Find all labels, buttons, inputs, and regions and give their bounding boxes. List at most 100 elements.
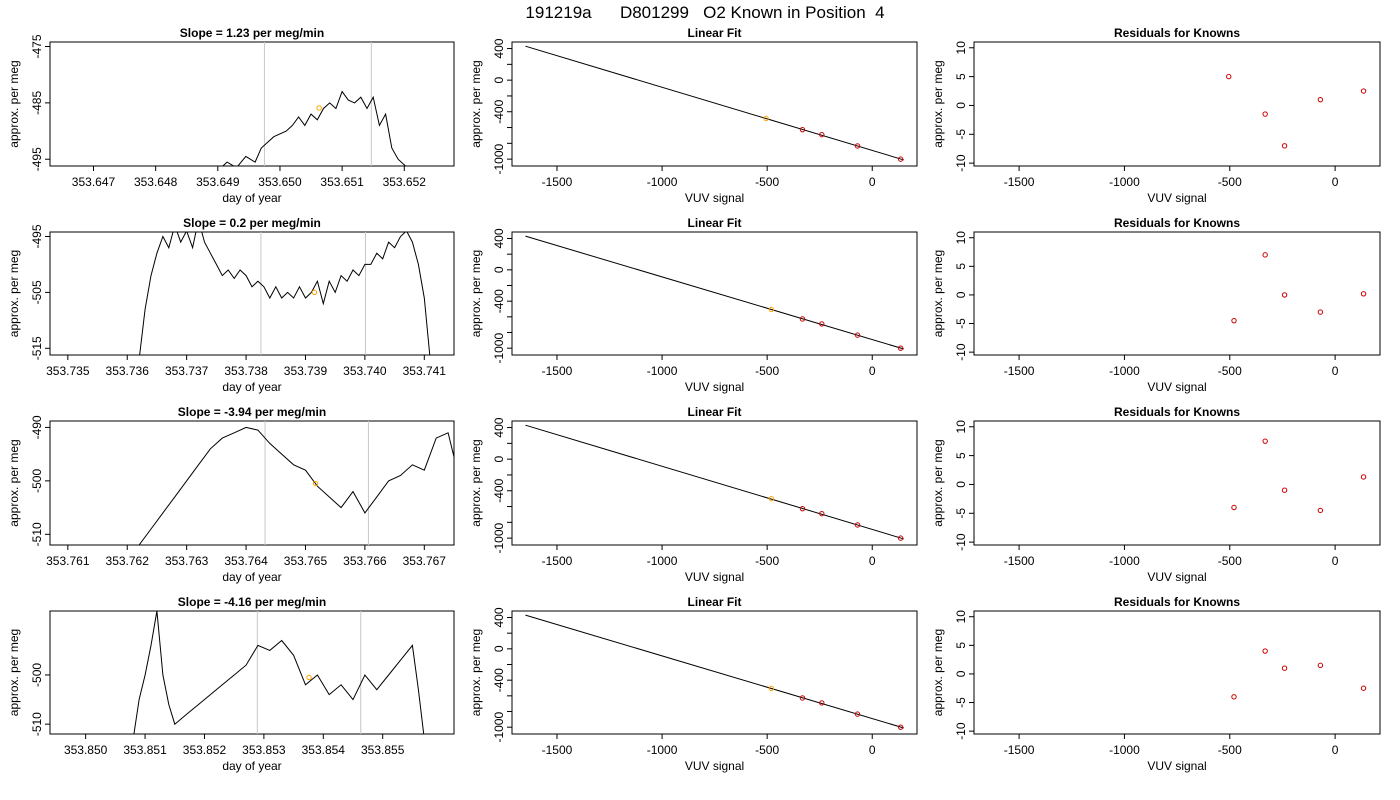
y-tick-label: 0	[954, 102, 968, 109]
y-tick-label: -10	[954, 722, 968, 740]
plot-frame	[973, 231, 1381, 356]
y-tick-label: 0	[492, 76, 506, 83]
x-tick-label: 353.651	[320, 175, 364, 189]
y-tick-label: -400	[492, 289, 506, 313]
chart-title: Residuals for Knowns	[1114, 216, 1240, 230]
data-point	[768, 306, 775, 313]
x-tick-label: 353.766	[343, 554, 387, 568]
x-tick-label: -1500	[1004, 743, 1035, 757]
x-tick-label: 353.767	[403, 554, 447, 568]
data-point	[1231, 694, 1237, 700]
y-tick-label: -1000	[492, 333, 506, 364]
y-tick-label: 5	[954, 73, 968, 80]
x-tick-label: 353.649	[196, 175, 240, 189]
x-tick-label: -500	[1218, 364, 1242, 378]
average-marker	[306, 674, 312, 681]
data-point	[768, 685, 775, 692]
chart-title: Slope = 0.2 per meg/min	[183, 216, 321, 230]
x-axis-label: VUV signal	[1147, 191, 1206, 205]
x-tick-label: 353.852	[183, 743, 227, 757]
data-point	[854, 711, 861, 717]
plot-frame	[973, 610, 1381, 735]
plot-area	[133, 611, 425, 734]
chart-title: Linear Fit	[687, 26, 741, 40]
series-line	[139, 232, 431, 355]
y-tick-label: 10	[954, 41, 968, 55]
x-tick-label: -500	[755, 554, 779, 568]
x-tick-label: 353.764	[224, 554, 268, 568]
plot-frame	[49, 610, 455, 735]
series-line	[133, 611, 425, 734]
x-axis-label: VUV signal	[685, 570, 744, 584]
plot-area	[1231, 648, 1367, 700]
data-point	[1262, 438, 1268, 444]
y-axis-label: approx. per meg	[931, 250, 945, 337]
y-tick-label: -1000	[492, 522, 506, 553]
x-tick-label: 353.650	[258, 175, 302, 189]
plot-frame	[973, 41, 1381, 167]
x-tick-label: -1500	[1004, 175, 1035, 189]
y-axis-label: approx. per meg	[469, 439, 483, 526]
data-point	[1317, 662, 1324, 669]
data-point	[897, 535, 904, 541]
y-tick-label: -475	[30, 34, 44, 58]
fit-line	[525, 614, 904, 729]
y-axis-label: approx. per meg	[931, 439, 945, 526]
data-point	[854, 522, 861, 528]
x-tick-label: -1000	[647, 554, 678, 568]
plot-frame	[49, 41, 455, 167]
x-tick-label: 0	[869, 175, 876, 189]
data-point	[819, 700, 825, 706]
y-tick-label: -505	[30, 280, 44, 304]
chart-title: Slope = -3.94 per meg/min	[178, 405, 326, 419]
y-tick-label: 5	[954, 642, 968, 649]
plot-area	[139, 232, 431, 355]
y-axis-label: approx. per meg	[469, 250, 483, 337]
average-marker	[316, 105, 322, 111]
plot-area	[222, 42, 407, 166]
x-tick-label: -1500	[542, 554, 573, 568]
chart-title: Slope = 1.23 per meg/min	[180, 26, 324, 40]
plot-area	[1231, 438, 1367, 514]
plot-area	[525, 424, 904, 541]
x-axis-label: VUV signal	[1147, 380, 1206, 394]
x-tick-label: -1500	[542, 364, 573, 378]
data-point	[1281, 292, 1288, 298]
plot-area	[525, 614, 904, 730]
y-tick-label: 0	[954, 670, 968, 677]
x-tick-label: -1000	[1109, 364, 1140, 378]
y-tick-label: 0	[492, 645, 506, 652]
data-point	[819, 321, 825, 327]
y-tick-label: 400	[492, 607, 506, 627]
y-axis-label: approx. per meg	[469, 60, 483, 147]
plot-frame	[49, 420, 455, 546]
x-tick-label: -1000	[1109, 554, 1140, 568]
x-tick-label: 353.762	[106, 554, 150, 568]
y-axis-label: approx. per meg	[931, 629, 945, 716]
x-tick-label: 353.765	[284, 554, 328, 568]
y-tick-label: -400	[492, 668, 506, 692]
plot-area	[1226, 73, 1367, 149]
data-point	[854, 143, 861, 149]
chart-panel: Residuals for Knowns -1500 -1000 -500 0 -10 -5…	[931, 595, 1381, 773]
data-point	[1317, 309, 1324, 315]
data-point	[1231, 504, 1237, 511]
chart-title: Linear Fit	[687, 216, 741, 230]
y-tick-label: 0	[492, 266, 506, 273]
y-axis-label: approx. per meg	[469, 629, 483, 716]
chart-panel: Residuals for Knowns -1500 -1000 -500 0 -10 -5…	[931, 405, 1381, 584]
plot-frame	[511, 41, 918, 167]
x-axis-label: day of year	[222, 380, 281, 394]
y-tick-label: -10	[954, 533, 968, 551]
y-tick-label: -5	[954, 129, 968, 140]
x-tick-label: 353.738	[224, 364, 268, 378]
x-tick-label: -500	[755, 364, 779, 378]
x-tick-label: -500	[1218, 743, 1242, 757]
y-tick-label: -400	[492, 99, 506, 123]
x-tick-label: -1000	[647, 175, 678, 189]
chart-panel: Slope = 0.2 per meg/min 353.735 353.736 353…	[7, 216, 455, 394]
x-tick-label: 353.761	[46, 554, 90, 568]
x-tick-label: 0	[869, 743, 876, 757]
x-axis-label: day of year	[222, 570, 281, 584]
data-point	[1281, 665, 1288, 671]
